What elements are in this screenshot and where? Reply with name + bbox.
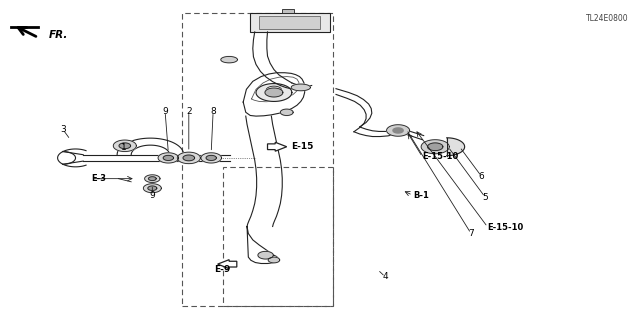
Polygon shape [158,153,179,163]
Polygon shape [393,128,403,133]
Bar [223,167,333,306]
Text: E-15: E-15 [291,142,314,151]
Polygon shape [258,251,273,259]
FancyArrow shape [268,142,287,151]
Text: 9: 9 [150,191,155,200]
Text: B-1: B-1 [413,191,429,200]
Text: 6: 6 [479,172,484,181]
Polygon shape [143,184,161,193]
Polygon shape [201,153,221,163]
Bar [250,13,330,32]
Bar [259,16,320,29]
Text: 2: 2 [186,107,191,116]
Polygon shape [265,88,283,97]
Text: FR.: FR. [49,30,68,40]
Polygon shape [421,140,449,154]
Polygon shape [221,56,237,63]
Polygon shape [428,143,443,151]
Text: 5: 5 [483,193,488,202]
Text: E-15-10: E-15-10 [488,223,524,232]
Polygon shape [163,155,173,160]
Polygon shape [148,186,157,190]
Text: 7: 7 [468,229,474,238]
Polygon shape [206,155,216,160]
Text: 4: 4 [383,272,388,281]
Text: TL24E0800: TL24E0800 [586,14,628,23]
Polygon shape [148,177,156,181]
Text: 9: 9 [163,107,168,116]
Polygon shape [177,152,200,164]
Text: E-3: E-3 [92,174,106,183]
Polygon shape [291,84,310,91]
Polygon shape [256,84,292,101]
Bar [182,13,333,306]
Polygon shape [145,175,160,182]
Polygon shape [113,140,136,152]
Text: E-9: E-9 [214,265,230,274]
Polygon shape [266,86,282,94]
Text: 1: 1 [121,143,126,152]
Polygon shape [183,155,195,161]
Polygon shape [268,257,280,263]
Text: 3: 3 [60,125,65,134]
Text: 8: 8 [211,107,216,116]
Text: E-15-10: E-15-10 [422,152,459,161]
FancyArrow shape [218,260,237,269]
Polygon shape [387,125,410,136]
Polygon shape [280,109,293,115]
Bar [282,9,294,13]
Polygon shape [447,138,465,156]
Polygon shape [119,143,131,149]
